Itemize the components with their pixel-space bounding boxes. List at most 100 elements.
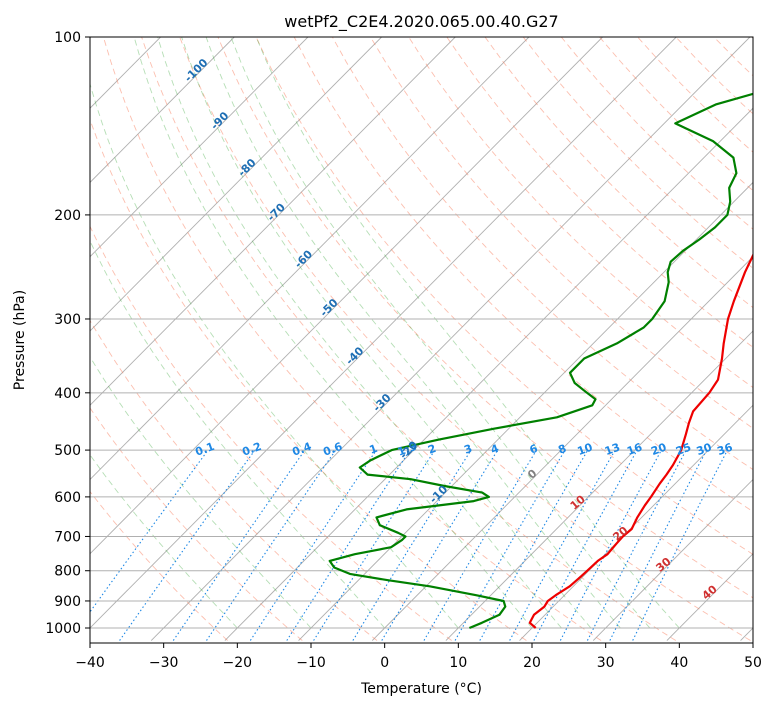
y-tick-label: 100 — [54, 30, 81, 46]
temperature-profile — [528, 252, 753, 629]
mixing-ratio-label: 0.1 — [194, 440, 217, 459]
mixing-ratio-line — [352, 449, 472, 641]
moist-adiabat-line — [205, 37, 621, 629]
mixing-ratio-label: 0.4 — [291, 440, 314, 459]
mixing-ratio-line — [381, 449, 499, 641]
mixing-ratio-label: 2 — [426, 442, 438, 457]
mixing-ratio-label: 16 — [625, 440, 644, 458]
isotherm-line — [371, 256, 753, 641]
mixing-ratio-label: 0.2 — [240, 440, 263, 459]
mixing-ratio-label: 1 — [368, 442, 380, 457]
mixing-ratio-line — [632, 449, 728, 641]
x-axis-ticks: −40 −30 −20 −10 0 10 20 30 40 50 — [75, 643, 762, 671]
mixing-ratio-label: 20 — [649, 440, 668, 458]
dry-adiabat-line — [255, 37, 753, 555]
dry-adiabat-label: 40 — [700, 582, 720, 602]
isotherm-line — [90, 37, 456, 406]
isotherm-label: -30 — [370, 391, 393, 414]
mixing-ratio-label: 13 — [603, 441, 622, 458]
mixing-ratio-line — [609, 449, 708, 641]
mixing-ratio-label: 3 — [462, 442, 474, 457]
chart-title: wetPf2_C2E4.2020.065.00.40.G27 — [284, 12, 558, 32]
dry-adiabat-line — [217, 37, 753, 599]
y-tick-label: 800 — [54, 564, 81, 580]
moist-adiabat-line — [157, 37, 562, 629]
isotherm-line — [298, 181, 753, 641]
dry-adiabat-line — [90, 225, 452, 641]
isotherm-line — [90, 37, 235, 184]
isotherm-line — [150, 37, 751, 641]
y-axis-ticks: 100 200 300 400 500 600 700 800 900 1000 — [45, 30, 90, 637]
dry-adiabat-line — [141, 37, 677, 641]
y-tick-label: 900 — [54, 594, 81, 610]
background-lines — [90, 37, 753, 641]
mixing-ratio-label: 25 — [674, 441, 693, 458]
isotherm-line — [519, 404, 753, 641]
isotherm-line — [592, 478, 753, 641]
x-axis-label: Temperature (°C) — [360, 681, 482, 697]
x-tick-label: −40 — [75, 655, 105, 671]
mixing-ratio-line — [533, 449, 638, 641]
y-tick-label: 200 — [54, 208, 81, 224]
isotherm-line — [445, 330, 753, 641]
mixing-ratio-label: 4 — [489, 442, 501, 457]
plot-area: 0.1 0.2 0.4 0.6 1 1.5 2 3 4 6 8 10 13 16 20 25 30 36-100-… — [90, 37, 753, 641]
dry-adiabat-line — [522, 37, 753, 269]
x-tick-label: 40 — [670, 655, 688, 671]
mixing-ratio-line — [559, 449, 662, 641]
dry-adiabat-line — [370, 37, 753, 429]
mixing-ratio-line — [586, 449, 687, 641]
y-tick-label: 700 — [54, 529, 81, 545]
mixing-ratio-label: 10 — [576, 440, 595, 458]
isotherm-line — [224, 107, 753, 641]
isotherm-line — [90, 37, 603, 555]
profiles — [328, 92, 753, 630]
dry-adiabat-line — [102, 37, 602, 641]
isotherm-line — [90, 37, 530, 481]
mixing-ratio-line — [313, 449, 436, 641]
mixing-ratio-line — [172, 449, 306, 641]
mixing-ratio-label: 36 — [715, 440, 734, 458]
mixing-ratio-line — [90, 449, 209, 613]
dry-adiabat-line — [751, 37, 753, 39]
mixing-ratio-line — [286, 449, 411, 641]
isotherm-label: -70 — [265, 201, 288, 224]
y-tick-label: 500 — [54, 443, 81, 459]
y-tick-label: 600 — [54, 490, 81, 506]
dry-adiabat-label: 30 — [653, 555, 673, 575]
moist-adiabat-line — [255, 37, 680, 629]
y-axis-label: Pressure (hPa) — [12, 290, 28, 390]
x-tick-label: 50 — [744, 655, 762, 671]
y-tick-label: 1000 — [45, 621, 81, 637]
mixing-ratio-label: 0.6 — [321, 440, 344, 459]
mixing-ratio-label: 6 — [528, 442, 540, 457]
dry-adiabat-line — [408, 37, 753, 389]
isotherm-line — [90, 37, 382, 332]
moist-adiabat-line — [90, 454, 238, 629]
moist-adiabat-line — [133, 37, 533, 629]
x-tick-label: 20 — [523, 655, 541, 671]
mixing-ratio-line — [479, 449, 589, 641]
pressure-gridlines — [90, 37, 753, 629]
x-tick-label: −10 — [296, 655, 326, 671]
isotherm-line — [90, 37, 309, 258]
x-tick-label: 10 — [449, 655, 467, 671]
moist-adiabat-line — [90, 240, 386, 629]
isotherm-line — [90, 37, 677, 629]
dry-adiabat-line — [560, 37, 753, 230]
x-tick-label: −30 — [149, 655, 179, 671]
dry-adiabat-line — [332, 37, 753, 471]
mixing-ratio-lines — [90, 449, 728, 641]
dry-adiabat-line — [179, 37, 751, 641]
moist-adiabat-line — [181, 37, 592, 629]
dry-adiabat-line — [293, 37, 753, 513]
plot-frame — [89, 36, 754, 644]
x-tick-label: −20 — [223, 655, 253, 671]
mixing-ratio-line — [206, 449, 337, 641]
dry-adiabat-line — [713, 37, 753, 77]
dry-adiabat-line — [637, 37, 753, 153]
mixing-ratio-line — [509, 449, 616, 641]
isotherm-label: -80 — [235, 156, 258, 179]
dry-adiabat-label: 10 — [568, 492, 588, 512]
